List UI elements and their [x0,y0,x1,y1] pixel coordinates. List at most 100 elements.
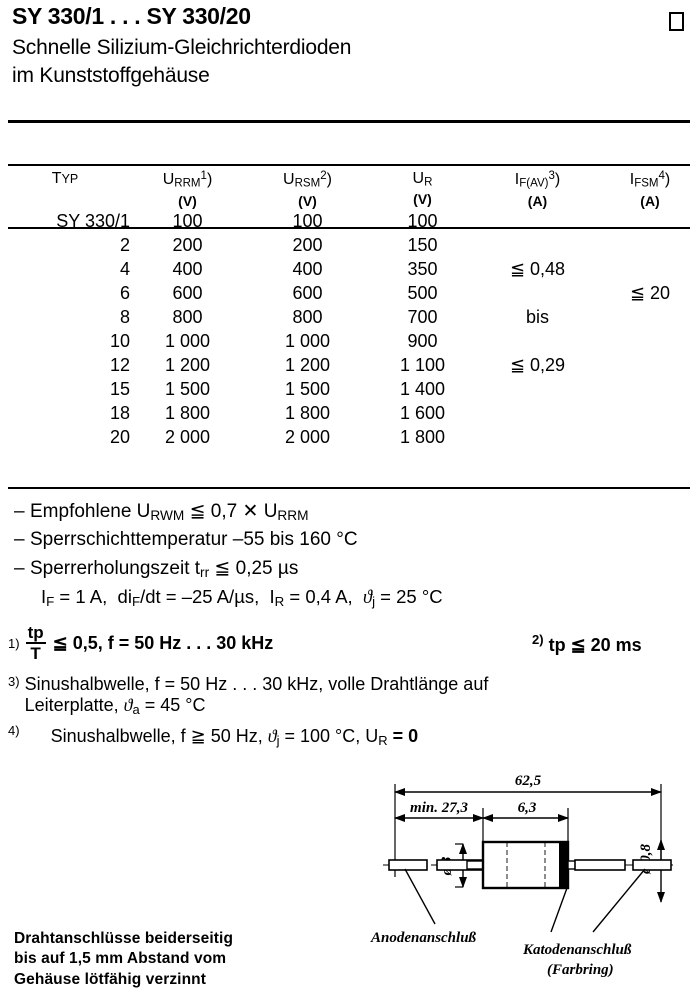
cell-ifsm [600,305,700,329]
cell-ifsm [600,425,700,449]
column-unit-urrm: (V) [178,192,197,209]
footnote-3: 3) Sinushalbwelle, f = 50 Hz . . . 30 kH… [8,674,692,717]
column-symbol-ursm: URSM2) [283,170,332,190]
footnote-1: 1) tp T ≦ 0,5, f = 50 Hz . . . 30 kHz 2)… [8,622,692,664]
cathode-lead [567,859,672,871]
footnote-3-marker: 3) [8,674,20,689]
cell-typ: 15 [109,379,130,400]
multiply-icon: ✕ [242,501,259,522]
cell-ur: 1 400 [399,379,446,400]
cell-ursm: 1 800 [284,403,331,424]
footnote-1-marker: 1) [8,635,20,651]
cell-urrm: 1 500 [164,379,211,400]
note-recovery-time: – Sperrerholungszeit trr ≦ 0,25 µs [14,555,674,583]
note-urwm: – Empfohlene URWM ≦ 0,7 ✕ URRM [14,498,674,526]
table-row: 20 2 000 2 000 1 800 [0,425,700,449]
note-junction-temp: – Sperrschichttemperatur –55 bis 160 °C [14,526,674,554]
note-dash-icon: – [14,557,25,579]
table-row: 2 200 200 150 [0,233,700,257]
table-row: 8 800 800 700 bis [0,305,700,329]
notes-block: – Empfohlene URWM ≦ 0,7 ✕ URRM – Sperrschi… [14,498,674,613]
cell-ursm: 1 000 [284,331,331,352]
cell-ur: 900 [407,331,438,352]
footnote-3-line-2-sub: a [132,701,140,717]
divider-table-top [8,164,690,166]
cell-typ: 10 [109,331,130,352]
cell-ifav: ≦ 0,29 [509,355,566,376]
cell-ifsm [600,353,700,377]
footnote-3-line-1: Sinushalbwelle, f = 50 Hz . . . 30 kHz, … [24,674,489,694]
note-junction-temp-text: Sperrschichttemperatur –55 bis 160 °C [30,529,358,551]
cell-ursm: 100 [292,211,323,232]
column-unit-ur: (V) [413,191,432,208]
table-header-row: TYP URRM1) (V) URSM2) (V) UR (V) IF(AV)3… [0,170,700,209]
cell-ursm: 400 [292,259,323,280]
package-outline-drawing: 62,5 min. 27,3 6,3 ø 3 ø 0,8 [355,762,695,990]
cell-typ: 6 [119,283,130,304]
package-drawing-svg: 62,5 min. 27,3 6,3 ø 3 ø 0,8 [370,773,673,978]
page-title: SY 330/1 . . . SY 330/20 [12,3,251,29]
footnote-4-post: = 0 [387,725,419,746]
cell-typ: 18 [109,403,130,424]
note-urwm-sub2: RRM [277,508,309,523]
cell-ifav [475,377,600,401]
cell-ur: 1 800 [399,427,446,448]
cell-ursm: 1 500 [284,379,331,400]
footnote-3-line-2-post: = 45 °C [139,695,206,715]
cell-urrm: 200 [172,235,203,256]
footnote-2-marker: 2) [532,632,544,647]
note-dash-icon: – [14,529,25,551]
cell-ursm: 800 [292,307,323,328]
cell-ifav [475,281,600,305]
column-unit-ursm: (V) [298,192,317,209]
column-unit-ifsm: (A) [640,192,660,209]
table-row: SY 330/1 100 100 100 [0,209,700,233]
divider-table-bottom [8,487,690,489]
table-header: TYP URRM1) (V) URSM2) (V) UR (V) IF(AV)3… [0,170,700,209]
note-urwm-sub: RWM [150,508,185,523]
cell-ur: 500 [407,283,438,304]
column-header-ur: UR (V) [370,170,475,209]
footnote-3-line-2-pre: Leiterplatte, [24,695,124,715]
dimension-lead-min-text: min. 27,3 [410,800,468,816]
column-header-urrm: URRM1) (V) [130,170,245,209]
diode-body [481,840,570,890]
cell-ur: 100 [407,211,438,232]
table-row: 4 400 400 350 ≦ 0,48 [0,257,700,281]
table-body: SY 330/1 100 100 100 2 200 200 150 4 400 400 350 ≦ 0… [0,209,700,449]
note-urwm-post: U [258,501,278,522]
cell-ifsm: ≦ 20 [629,283,671,304]
dimension-wire-diameter: ø 0,8 [638,839,665,903]
column-header-typ: TYP [0,170,130,209]
cell-ifsm [600,329,700,353]
cell-ifsm [600,377,700,401]
cell-ifav [475,209,600,233]
cell-typ: SY 330/1 [56,211,130,232]
cell-ifsm [600,401,700,425]
cell-urrm: 2 000 [164,427,211,448]
footnote-4: 4) Sinushalbwelle, f ≧ 50 Hz, ϑj = 100 °… [8,723,692,748]
column-header-ifsm: IFSM4) (A) [600,170,700,209]
cell-ur: 700 [407,307,438,328]
cell-ifav [475,425,600,449]
bottom-note-line-2: bis auf 1,5 mm Abstand vom [14,950,227,968]
label-anode: Anodenanschluß [370,930,477,946]
fraction-numerator: tp [27,622,44,642]
label-cathode: Katodenanschluß [522,942,632,958]
cell-ursm: 2 000 [284,427,331,448]
dimension-body-length-text: 6,3 [518,800,537,816]
bottom-note: Drahtanschlüsse beiderseitig bis auf 1,5… [14,929,233,990]
cell-urrm: 1 200 [164,355,211,376]
cell-typ: 12 [109,355,130,376]
column-symbol-ifsm: IFSM4) [629,170,671,190]
footnote-2: 2) tp ≦ 20 ms [532,632,642,656]
duty-cycle-fraction: tp T [25,622,46,663]
cell-ifav [475,401,600,425]
note-test-conditions: IF = 1 A, diF/dt = –25 A/µs, IR = 0,4 A,… [41,586,443,609]
column-unit-ifav: (A) [527,192,548,209]
cell-urrm: 600 [172,283,203,304]
column-header-ursm: URSM2) (V) [245,170,370,209]
cell-ifav [475,329,600,353]
cell-ifsm [600,209,700,233]
